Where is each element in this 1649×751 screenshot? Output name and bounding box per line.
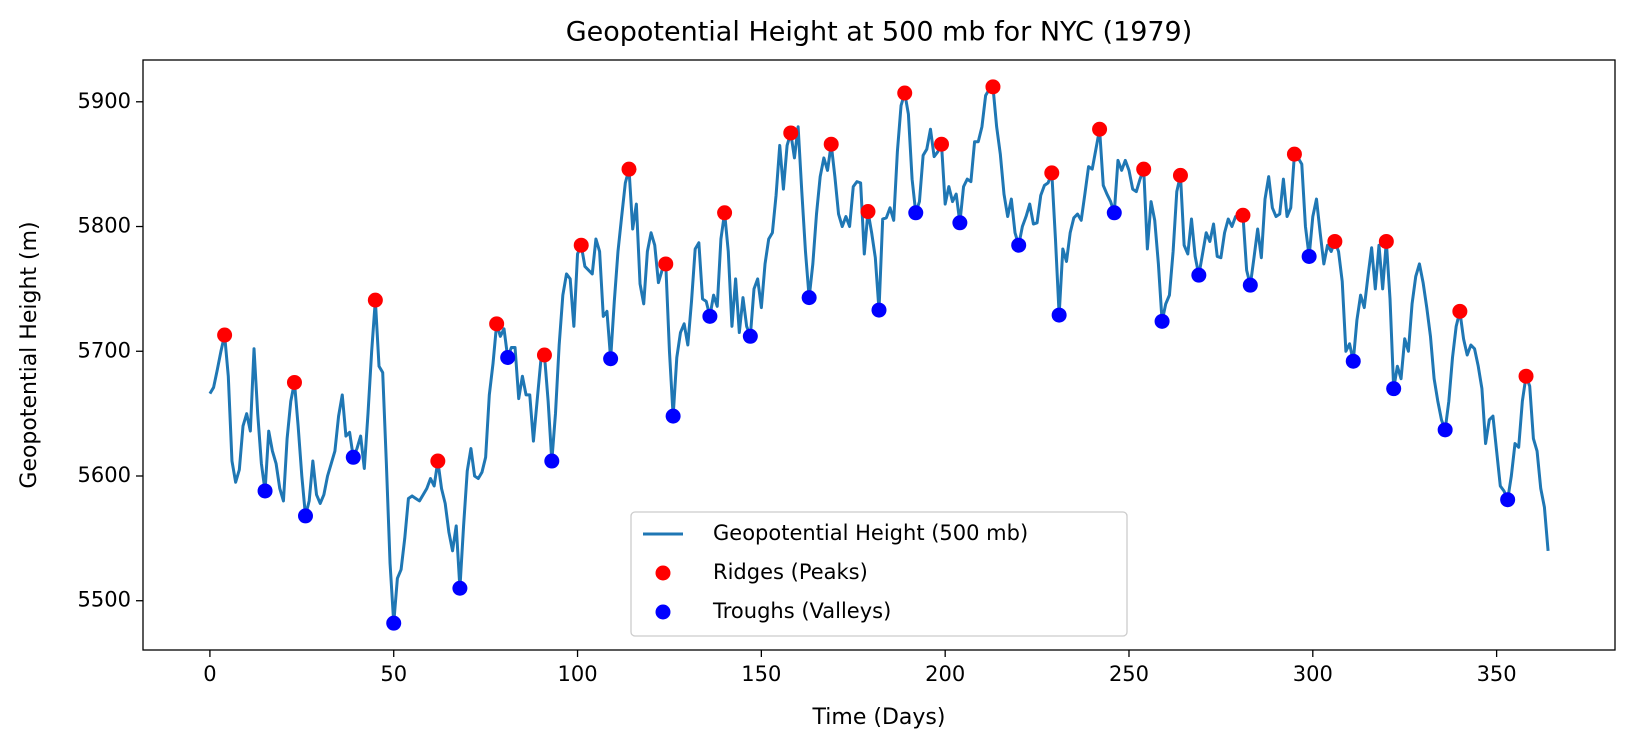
data-point	[1172, 167, 1188, 183]
x-tick-label: 50	[380, 662, 407, 686]
data-point	[500, 349, 516, 365]
data-point	[1051, 307, 1067, 323]
data-point	[1136, 161, 1152, 177]
data-point	[783, 125, 799, 141]
data-point	[985, 79, 1001, 95]
data-point	[952, 215, 968, 231]
data-point	[908, 205, 924, 221]
data-point	[257, 483, 273, 499]
data-point	[658, 256, 674, 272]
data-point	[1044, 165, 1060, 181]
data-point	[603, 351, 619, 367]
data-point	[1235, 207, 1251, 223]
data-point	[544, 453, 560, 469]
legend-swatch	[655, 565, 671, 581]
data-point	[297, 508, 313, 524]
x-tick-label: 150	[741, 662, 781, 686]
y-tick-label: 5600	[78, 463, 131, 487]
data-point	[1011, 237, 1027, 253]
y-tick-label: 5700	[78, 338, 131, 362]
legend-box	[630, 511, 1128, 637]
data-point	[1242, 277, 1258, 293]
data-point	[1345, 353, 1361, 369]
data-point	[1437, 422, 1453, 438]
y-axis-label: Geopotential Height (m)	[17, 221, 42, 488]
legend-swatch	[655, 604, 671, 620]
x-tick-label: 200	[925, 662, 965, 686]
data-point	[717, 205, 733, 221]
data-point	[386, 615, 402, 631]
data-point	[1191, 267, 1207, 283]
data-point	[897, 85, 913, 101]
data-point	[217, 327, 233, 343]
data-point	[1378, 233, 1394, 249]
data-point	[536, 347, 552, 363]
x-tick-label: 100	[557, 662, 597, 686]
data-point	[801, 290, 817, 306]
data-point	[823, 136, 839, 152]
data-point	[345, 449, 361, 465]
data-point	[1452, 303, 1468, 319]
data-point	[1092, 121, 1108, 137]
data-point	[860, 204, 876, 220]
x-tick-label: 0	[203, 662, 216, 686]
x-axis-label: Time (Days)	[812, 705, 946, 730]
data-point	[1106, 205, 1122, 221]
data-point	[430, 453, 446, 469]
data-point	[1286, 146, 1302, 162]
y-tick-label: 5500	[78, 588, 131, 612]
x-tick-label: 350	[1477, 662, 1517, 686]
data-point	[452, 580, 468, 596]
data-point	[286, 374, 302, 390]
data-point	[742, 328, 758, 344]
data-point	[665, 408, 681, 424]
plot-frame	[142, 59, 1616, 651]
data-point	[367, 292, 383, 308]
y-tick-label: 5900	[78, 89, 131, 113]
data-point	[1518, 368, 1534, 384]
legend-label: Geopotential Height (500 mb)	[713, 521, 1028, 545]
data-point	[573, 237, 589, 253]
data-point	[1386, 381, 1402, 397]
data-point	[1301, 248, 1317, 264]
y-tick-label: 5800	[78, 214, 131, 238]
x-tick-label: 300	[1293, 662, 1333, 686]
data-point	[621, 161, 637, 177]
data-point	[1154, 313, 1170, 329]
data-point	[933, 136, 949, 152]
data-point	[1327, 233, 1343, 249]
chart-title: Geopotential Height at 500 mb for NYC (1…	[566, 17, 1193, 48]
data-point	[702, 308, 718, 324]
legend-label: Ridges (Peaks)	[713, 560, 868, 584]
data-point	[1500, 492, 1516, 508]
data-point	[871, 302, 887, 318]
x-tick-label: 250	[1109, 662, 1149, 686]
data-point	[489, 316, 505, 332]
legend-label: Troughs (Valleys)	[712, 599, 891, 623]
